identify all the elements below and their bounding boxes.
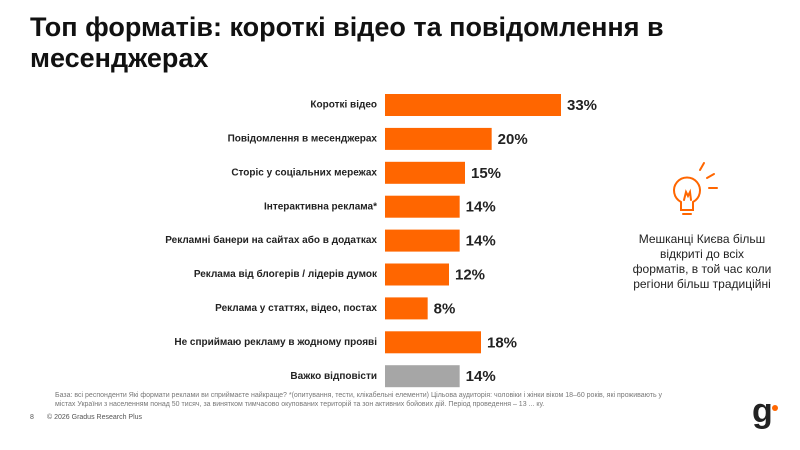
value-label: 15% [471,165,501,182]
category-label: Сторіс у соціальних мережах [231,167,377,178]
logo-dot [772,405,778,411]
slide-title: Топ форматів: короткі відео та повідомле… [30,12,664,73]
bar [385,297,428,320]
category-label: Важко відповісти [290,371,377,382]
value-label: 12% [455,266,485,283]
bar [385,365,460,388]
bar [385,229,460,252]
bar [385,331,481,354]
category-label: Рекламні банери на сайтах або в додатках [165,234,377,246]
category-label: Короткі відео [310,100,377,111]
value-label: 20% [498,131,528,148]
lightbulb-icon [673,162,718,215]
value-label: 18% [487,334,517,351]
logo: g [752,392,773,430]
value-label: 14% [466,368,496,385]
value-label: 33% [567,97,597,114]
value-label: 14% [466,199,496,216]
category-label: Реклама від блогерів / лідерів думок [194,268,378,280]
bar [385,195,460,218]
callout-text: Мешканці Києва більш відкриті до всіх фо… [632,232,772,291]
value-label: 8% [434,300,456,317]
bar [385,127,492,150]
value-label: 14% [466,233,496,250]
bar [385,161,465,184]
category-label: Інтерактивна реклама* [264,201,377,212]
category-label: Реклама у статтях, відео, постах [215,303,377,314]
footnote: База: всі респонденти Які формати реклам… [55,392,663,408]
category-label: Не сприймаю рекламу в жодному прояві [174,337,377,348]
copyright: © 2026 Gradus Research Plus [47,414,143,421]
bar [385,94,561,116]
page-number: 8 [30,414,34,421]
bar [385,263,449,286]
category-label: Повідомлення в месенджерах [228,134,378,145]
